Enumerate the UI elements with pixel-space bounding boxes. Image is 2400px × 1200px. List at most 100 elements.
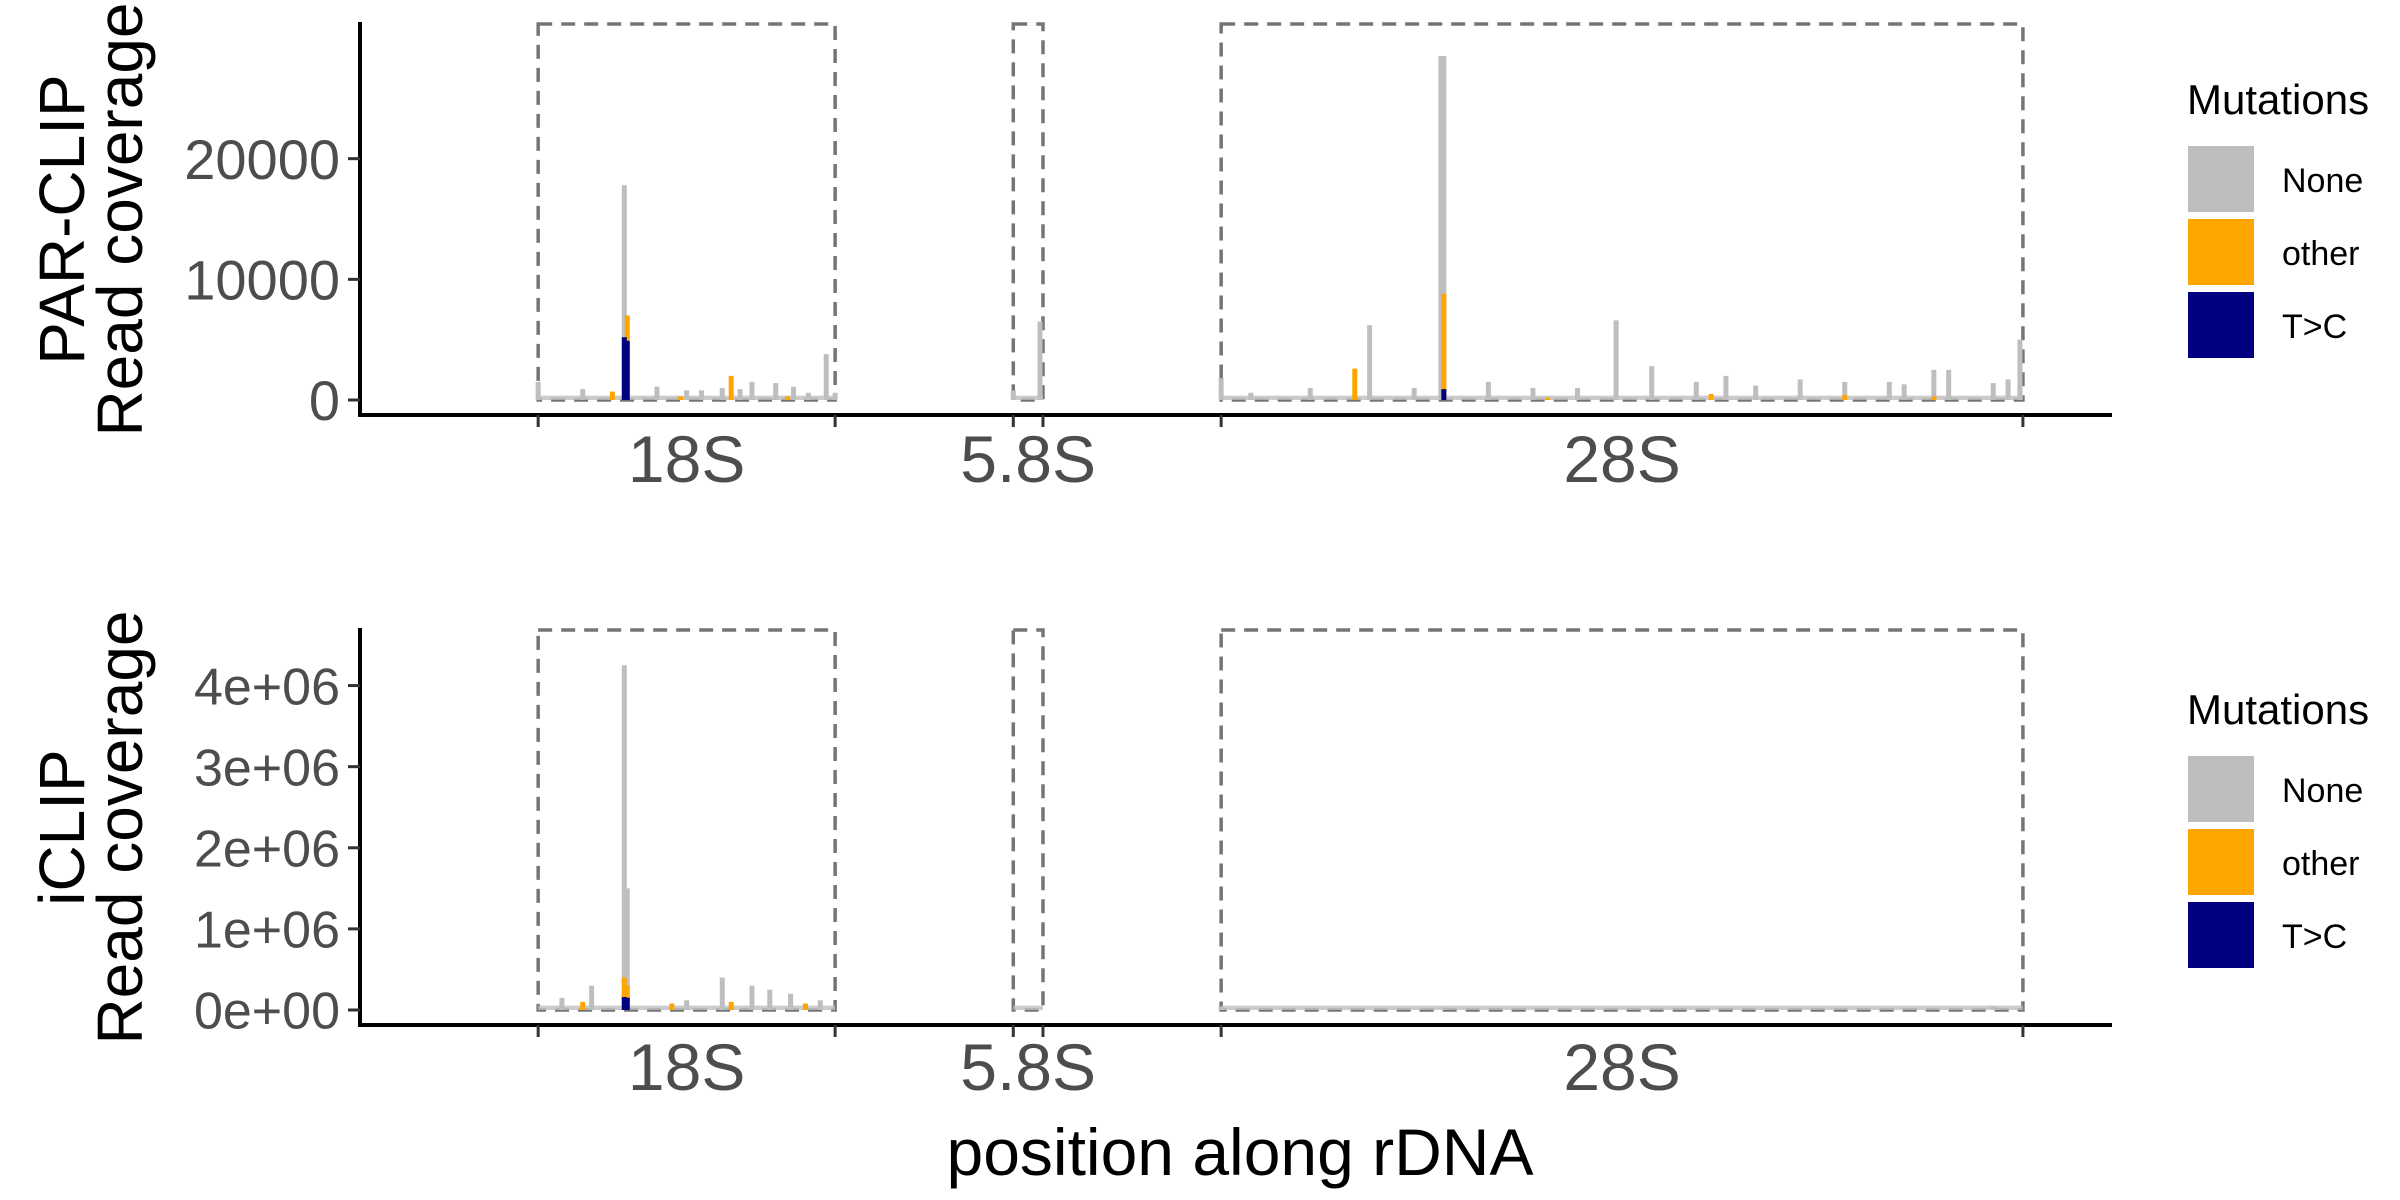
bar-none-8 bbox=[788, 993, 794, 1010]
bar-none-29 bbox=[1797, 379, 1803, 400]
bar-other-2 bbox=[678, 396, 684, 400]
bar-none-24 bbox=[1574, 387, 1580, 400]
legend-key-2 bbox=[2188, 902, 2254, 968]
legend-label-2: T>C bbox=[2282, 308, 2347, 346]
series-other bbox=[609, 293, 1937, 400]
y-tick-label-4: 4e+06 bbox=[194, 658, 340, 716]
legend-key-2 bbox=[2188, 292, 2254, 358]
legend-par-clip: Mutations None other T>C bbox=[2187, 76, 2369, 358]
y-tick-label-2: 2e+06 bbox=[194, 820, 340, 878]
legend-iclip: Mutations None other T>C bbox=[2187, 686, 2369, 968]
x-tick-label-18S: 18S bbox=[628, 1030, 745, 1104]
x-tick-label-18S: 18S bbox=[628, 422, 745, 496]
bar-other-3 bbox=[669, 1003, 675, 1010]
region-box-18S bbox=[536, 628, 837, 1012]
legend-label-0: None bbox=[2282, 162, 2363, 200]
bar-other-10 bbox=[1931, 396, 1937, 400]
legend-label-2: T>C bbox=[2282, 918, 2347, 956]
bar-none-4 bbox=[684, 1000, 690, 1010]
bar-other-4 bbox=[728, 1001, 734, 1010]
bar-other-8 bbox=[1708, 393, 1714, 400]
bar-none-7 bbox=[737, 389, 743, 400]
bar-tc-2 bbox=[1441, 389, 1447, 400]
x-tick-label-5-8S: 5.8S bbox=[960, 1030, 1096, 1104]
bar-none-21 bbox=[1441, 56, 1447, 400]
bar-none-6 bbox=[719, 387, 725, 400]
baseline-coverage-1 bbox=[1013, 395, 1043, 400]
bar-none-35 bbox=[1990, 383, 1996, 400]
bar-tc-1 bbox=[624, 997, 630, 1010]
series-none bbox=[535, 56, 2023, 400]
y-tick-label-0: 0 bbox=[309, 369, 340, 432]
bar-none-6 bbox=[749, 985, 755, 1010]
bar-other-3 bbox=[728, 375, 734, 400]
bar-none-22 bbox=[1485, 381, 1491, 400]
legend-label-1: other bbox=[2282, 845, 2360, 883]
bar-none-32 bbox=[1901, 384, 1907, 400]
bar-none-4 bbox=[684, 390, 690, 400]
bar-none-27 bbox=[1723, 375, 1729, 400]
bar-none-7 bbox=[767, 989, 773, 1010]
bar-other-4 bbox=[785, 396, 791, 400]
legend-label-1: other bbox=[2282, 235, 2360, 273]
bar-none-15 bbox=[1037, 321, 1043, 400]
bar-other-7 bbox=[1545, 397, 1551, 400]
bar-other-5 bbox=[1352, 368, 1358, 400]
y-axis-title-line-1: Read coverage bbox=[84, 610, 156, 1044]
baseline-coverage-0 bbox=[538, 395, 836, 400]
y-axis-title-line-1: Read coverage bbox=[84, 2, 156, 436]
bar-none-10 bbox=[791, 386, 797, 400]
legend-key-1 bbox=[2188, 219, 2254, 285]
y-tick-label-3: 3e+06 bbox=[194, 739, 340, 797]
y-tick-label-1: 10000 bbox=[184, 248, 340, 311]
y-tick-label-0: 0e+00 bbox=[194, 983, 340, 1041]
y-axis-title-line-0: PAR-CLIP bbox=[26, 74, 98, 364]
bar-none-8 bbox=[749, 381, 755, 400]
bar-other-0 bbox=[609, 391, 615, 400]
bar-none-31 bbox=[1886, 381, 1892, 400]
series-none bbox=[538, 665, 2023, 1010]
bar-none-38 bbox=[1438, 56, 1444, 400]
y-tick-label-2: 20000 bbox=[184, 128, 340, 191]
bar-none-0 bbox=[535, 381, 541, 400]
legend-label-0: None bbox=[2282, 772, 2363, 810]
series-tc bbox=[621, 337, 1447, 400]
bar-none-19 bbox=[1367, 325, 1373, 400]
legend-title: Mutations bbox=[2187, 76, 2369, 123]
legend-key-1 bbox=[2188, 829, 2254, 895]
bar-other-9 bbox=[1842, 395, 1848, 400]
bar-none-5 bbox=[719, 977, 725, 1010]
bar-none-30 bbox=[1842, 381, 1848, 400]
bar-none-2 bbox=[621, 665, 627, 1010]
bar-none-9 bbox=[817, 1000, 823, 1010]
y-tick-label-1: 1e+06 bbox=[194, 902, 340, 960]
legend-key-0 bbox=[2188, 146, 2254, 212]
baseline-coverage-2 bbox=[1221, 395, 2023, 400]
bar-none-36 bbox=[2005, 379, 2011, 400]
bar-none-12 bbox=[823, 354, 829, 400]
bar-none-33 bbox=[1931, 369, 1937, 400]
baseline-coverage-1 bbox=[1013, 1005, 1043, 1010]
bar-other-0 bbox=[580, 1001, 586, 1010]
bar-none-18 bbox=[1307, 387, 1313, 400]
y-axis-title-line-0: iCLIP bbox=[26, 749, 98, 906]
bar-none-3 bbox=[624, 888, 630, 1010]
x-axis-title: position along rDNA bbox=[947, 1115, 1534, 1189]
baseline-coverage-2 bbox=[1221, 1005, 2023, 1010]
bar-none-5 bbox=[698, 390, 704, 400]
bar-tc-0 bbox=[621, 997, 627, 1010]
baseline-coverage-0 bbox=[538, 1005, 836, 1010]
region-box-5-8S bbox=[1011, 628, 1045, 1012]
bar-none-1 bbox=[580, 389, 586, 400]
bar-none-14 bbox=[1010, 390, 1016, 400]
bar-none-28 bbox=[1753, 385, 1759, 400]
panel-iclip: 0e+00 1e+06 2e+06 3e+06 4e+06 18S 5.8S 28S iCLIP… bbox=[26, 610, 2112, 1104]
bar-none-3 bbox=[654, 386, 660, 400]
series-tc bbox=[621, 997, 630, 1010]
bar-none-9 bbox=[773, 383, 779, 400]
bar-other-5 bbox=[802, 1003, 808, 1010]
legend-title: Mutations bbox=[2187, 686, 2369, 733]
region-box-28S bbox=[1219, 22, 2025, 402]
bar-none-39 bbox=[1613, 320, 1619, 400]
